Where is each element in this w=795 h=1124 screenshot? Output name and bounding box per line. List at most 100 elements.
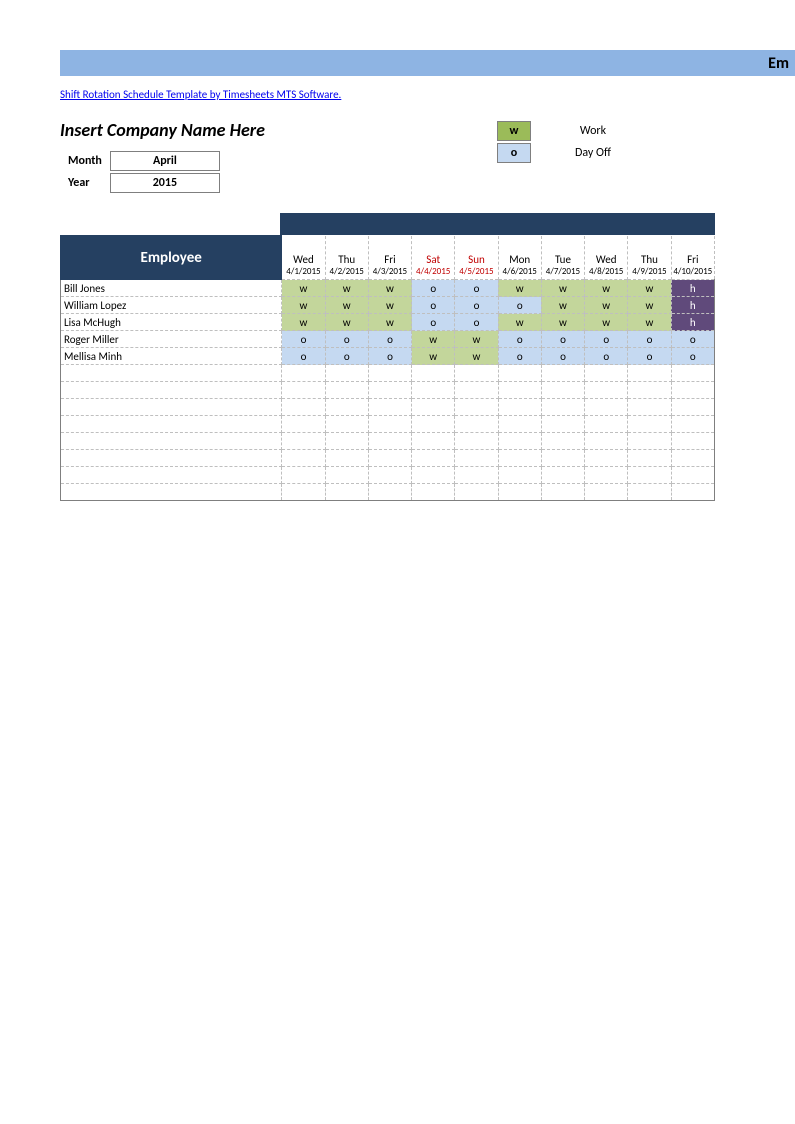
- schedule-cell[interactable]: o: [282, 331, 325, 348]
- schedule-cell[interactable]: [455, 416, 498, 433]
- schedule-cell[interactable]: [541, 484, 584, 501]
- schedule-cell[interactable]: [541, 382, 584, 399]
- schedule-cell[interactable]: [498, 450, 541, 467]
- schedule-cell[interactable]: w: [412, 331, 455, 348]
- schedule-cell[interactable]: [455, 365, 498, 382]
- schedule-cell[interactable]: [585, 382, 628, 399]
- employee-name-cell[interactable]: Bill Jones: [61, 280, 282, 297]
- schedule-cell[interactable]: w: [282, 314, 325, 331]
- schedule-cell[interactable]: w: [628, 314, 671, 331]
- schedule-cell[interactable]: w: [585, 297, 628, 314]
- schedule-cell[interactable]: [585, 365, 628, 382]
- schedule-cell[interactable]: [325, 450, 368, 467]
- schedule-cell[interactable]: [368, 382, 411, 399]
- schedule-cell[interactable]: w: [282, 297, 325, 314]
- schedule-cell[interactable]: [671, 450, 714, 467]
- schedule-cell[interactable]: w: [325, 280, 368, 297]
- schedule-cell[interactable]: [498, 399, 541, 416]
- schedule-cell[interactable]: o: [541, 348, 584, 365]
- schedule-cell[interactable]: [282, 484, 325, 501]
- schedule-cell[interactable]: w: [585, 280, 628, 297]
- employee-name-cell[interactable]: [61, 433, 282, 450]
- schedule-cell[interactable]: [585, 484, 628, 501]
- schedule-cell[interactable]: [325, 416, 368, 433]
- schedule-cell[interactable]: [628, 365, 671, 382]
- schedule-cell[interactable]: [541, 450, 584, 467]
- schedule-cell[interactable]: o: [325, 331, 368, 348]
- schedule-cell[interactable]: [671, 467, 714, 484]
- schedule-cell[interactable]: [498, 484, 541, 501]
- schedule-cell[interactable]: [498, 433, 541, 450]
- schedule-cell[interactable]: [368, 484, 411, 501]
- schedule-cell[interactable]: h: [671, 314, 714, 331]
- schedule-cell[interactable]: w: [541, 314, 584, 331]
- schedule-cell[interactable]: [541, 416, 584, 433]
- schedule-cell[interactable]: [585, 467, 628, 484]
- schedule-cell[interactable]: w: [368, 280, 411, 297]
- schedule-cell[interactable]: [412, 365, 455, 382]
- schedule-cell[interactable]: [368, 450, 411, 467]
- schedule-cell[interactable]: [628, 416, 671, 433]
- schedule-cell[interactable]: [455, 433, 498, 450]
- schedule-cell[interactable]: [282, 416, 325, 433]
- schedule-cell[interactable]: [628, 433, 671, 450]
- schedule-cell[interactable]: [585, 399, 628, 416]
- schedule-cell[interactable]: w: [325, 314, 368, 331]
- schedule-cell[interactable]: [628, 382, 671, 399]
- employee-name-cell[interactable]: [61, 467, 282, 484]
- schedule-cell[interactable]: [671, 382, 714, 399]
- schedule-cell[interactable]: o: [671, 331, 714, 348]
- schedule-cell[interactable]: [412, 450, 455, 467]
- schedule-cell[interactable]: o: [455, 314, 498, 331]
- schedule-cell[interactable]: [282, 450, 325, 467]
- schedule-cell[interactable]: [325, 484, 368, 501]
- schedule-cell[interactable]: [541, 399, 584, 416]
- schedule-cell[interactable]: o: [368, 331, 411, 348]
- employee-name-cell[interactable]: Roger Miller: [61, 331, 282, 348]
- schedule-cell[interactable]: o: [498, 297, 541, 314]
- schedule-cell[interactable]: [585, 450, 628, 467]
- employee-name-cell[interactable]: [61, 416, 282, 433]
- schedule-cell[interactable]: [282, 467, 325, 484]
- schedule-cell[interactable]: o: [455, 280, 498, 297]
- schedule-cell[interactable]: [455, 399, 498, 416]
- schedule-cell[interactable]: [455, 467, 498, 484]
- schedule-cell[interactable]: [455, 382, 498, 399]
- schedule-cell[interactable]: [628, 467, 671, 484]
- schedule-cell[interactable]: [325, 399, 368, 416]
- schedule-cell[interactable]: [282, 382, 325, 399]
- schedule-cell[interactable]: [671, 365, 714, 382]
- schedule-cell[interactable]: o: [412, 297, 455, 314]
- month-value[interactable]: April: [110, 151, 220, 171]
- employee-name-cell[interactable]: [61, 382, 282, 399]
- year-value[interactable]: 2015: [110, 173, 220, 193]
- employee-name-cell[interactable]: [61, 399, 282, 416]
- schedule-cell[interactable]: [368, 433, 411, 450]
- schedule-cell[interactable]: o: [585, 331, 628, 348]
- schedule-cell[interactable]: h: [671, 280, 714, 297]
- schedule-cell[interactable]: w: [585, 314, 628, 331]
- schedule-cell[interactable]: [368, 399, 411, 416]
- schedule-cell[interactable]: [585, 416, 628, 433]
- schedule-cell[interactable]: [541, 467, 584, 484]
- schedule-cell[interactable]: [628, 450, 671, 467]
- schedule-cell[interactable]: o: [628, 331, 671, 348]
- schedule-cell[interactable]: [325, 433, 368, 450]
- employee-name-cell[interactable]: [61, 484, 282, 501]
- schedule-cell[interactable]: w: [325, 297, 368, 314]
- schedule-cell[interactable]: [282, 399, 325, 416]
- schedule-cell[interactable]: o: [498, 331, 541, 348]
- schedule-cell[interactable]: [412, 416, 455, 433]
- schedule-table[interactable]: EmployeeWed4/1/2015Thu4/2/2015Fri4/3/201…: [60, 235, 715, 501]
- schedule-cell[interactable]: o: [412, 280, 455, 297]
- schedule-cell[interactable]: [282, 433, 325, 450]
- schedule-cell[interactable]: [325, 467, 368, 484]
- employee-name-cell[interactable]: Mellisa Minh: [61, 348, 282, 365]
- schedule-cell[interactable]: [541, 433, 584, 450]
- template-link[interactable]: Shift Rotation Schedule Template by Time…: [60, 88, 341, 101]
- schedule-cell[interactable]: w: [368, 297, 411, 314]
- schedule-cell[interactable]: [455, 450, 498, 467]
- schedule-cell[interactable]: [368, 467, 411, 484]
- schedule-cell[interactable]: w: [541, 297, 584, 314]
- schedule-cell[interactable]: w: [628, 280, 671, 297]
